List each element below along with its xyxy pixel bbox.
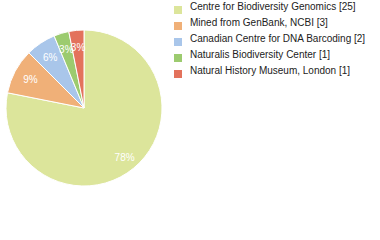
data-label: 9%	[23, 74, 38, 85]
legend-swatch	[174, 70, 182, 78]
pie-slice	[6, 30, 162, 186]
data-label: 3%	[71, 42, 86, 53]
legend-label: Centre for Biodiversity Genomics [25]	[190, 1, 356, 12]
legend-label: Naturalis Biodiversity Center [1]	[190, 49, 330, 60]
legend-item: Naturalis Biodiversity Center [1]	[174, 49, 330, 62]
legend-swatch	[174, 22, 182, 30]
legend-line: Natural History Museum, London [1]	[190, 65, 350, 76]
data-label: 78%	[115, 152, 135, 163]
legend-item: Centre for Biodiversity Genomics [25]	[174, 1, 356, 14]
legend-label: Mined from GenBank, NCBI [3]	[190, 17, 328, 28]
legend-line: Canadian Centre for DNA Barcoding [2]	[190, 33, 365, 44]
legend-swatch	[174, 38, 182, 46]
pie	[6, 30, 162, 186]
chart: 78%9%6%3%3%Centre for Biodiversity Genom…	[0, 0, 380, 240]
legend-swatch	[174, 54, 182, 62]
legend-swatch	[174, 6, 182, 14]
legend-label: Natural History Museum, London [1]	[190, 65, 350, 76]
data-label: 6%	[43, 52, 58, 63]
data-labels: 78%9%6%3%3%	[23, 42, 135, 163]
legend-item: Canadian Centre for DNA Barcoding [2]	[174, 33, 365, 46]
legend-item: Mined from GenBank, NCBI [3]	[174, 17, 328, 30]
legend-item: Natural History Museum, London [1]	[174, 65, 350, 78]
legend-line: Naturalis Biodiversity Center [1]	[190, 49, 330, 60]
legend: Centre for Biodiversity Genomics [25] Min…	[174, 1, 365, 78]
legend-line: Centre for Biodiversity Genomics [25]	[190, 1, 356, 12]
legend-label: Canadian Centre for DNA Barcoding [2]	[190, 33, 365, 44]
legend-line: Mined from GenBank, NCBI [3]	[190, 17, 328, 28]
